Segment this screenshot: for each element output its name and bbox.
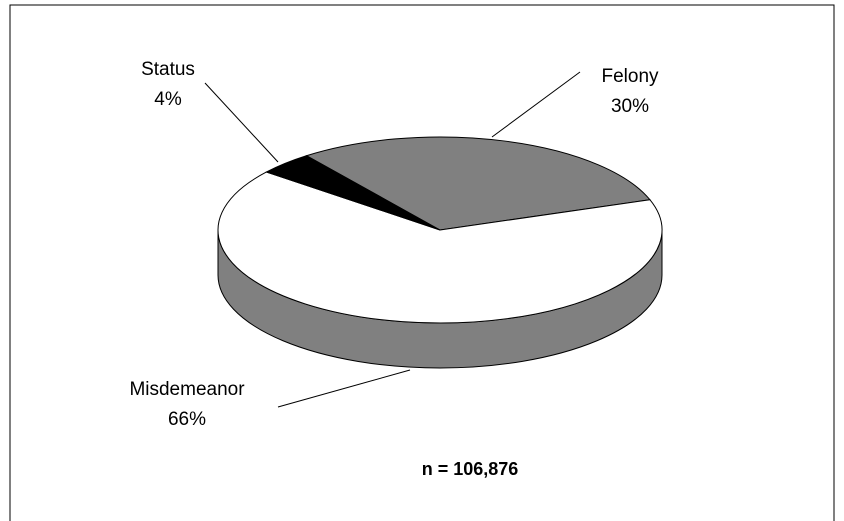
pie-slice [217,171,663,324]
slice-label: Status [141,59,195,80]
leader-line [491,71,581,138]
pie-slice [305,136,651,231]
leader-line [277,369,411,408]
slice-value-label: 4% [154,89,182,110]
slice-label: Felony [601,66,659,87]
slice-value-label: 66% [168,409,206,430]
slice-label: Misdemeanor [129,379,245,400]
leader-line [204,82,279,163]
annotation: n = 106,876 [422,459,519,479]
slice-value-label: 30% [611,96,649,117]
pie-slice [265,155,441,231]
